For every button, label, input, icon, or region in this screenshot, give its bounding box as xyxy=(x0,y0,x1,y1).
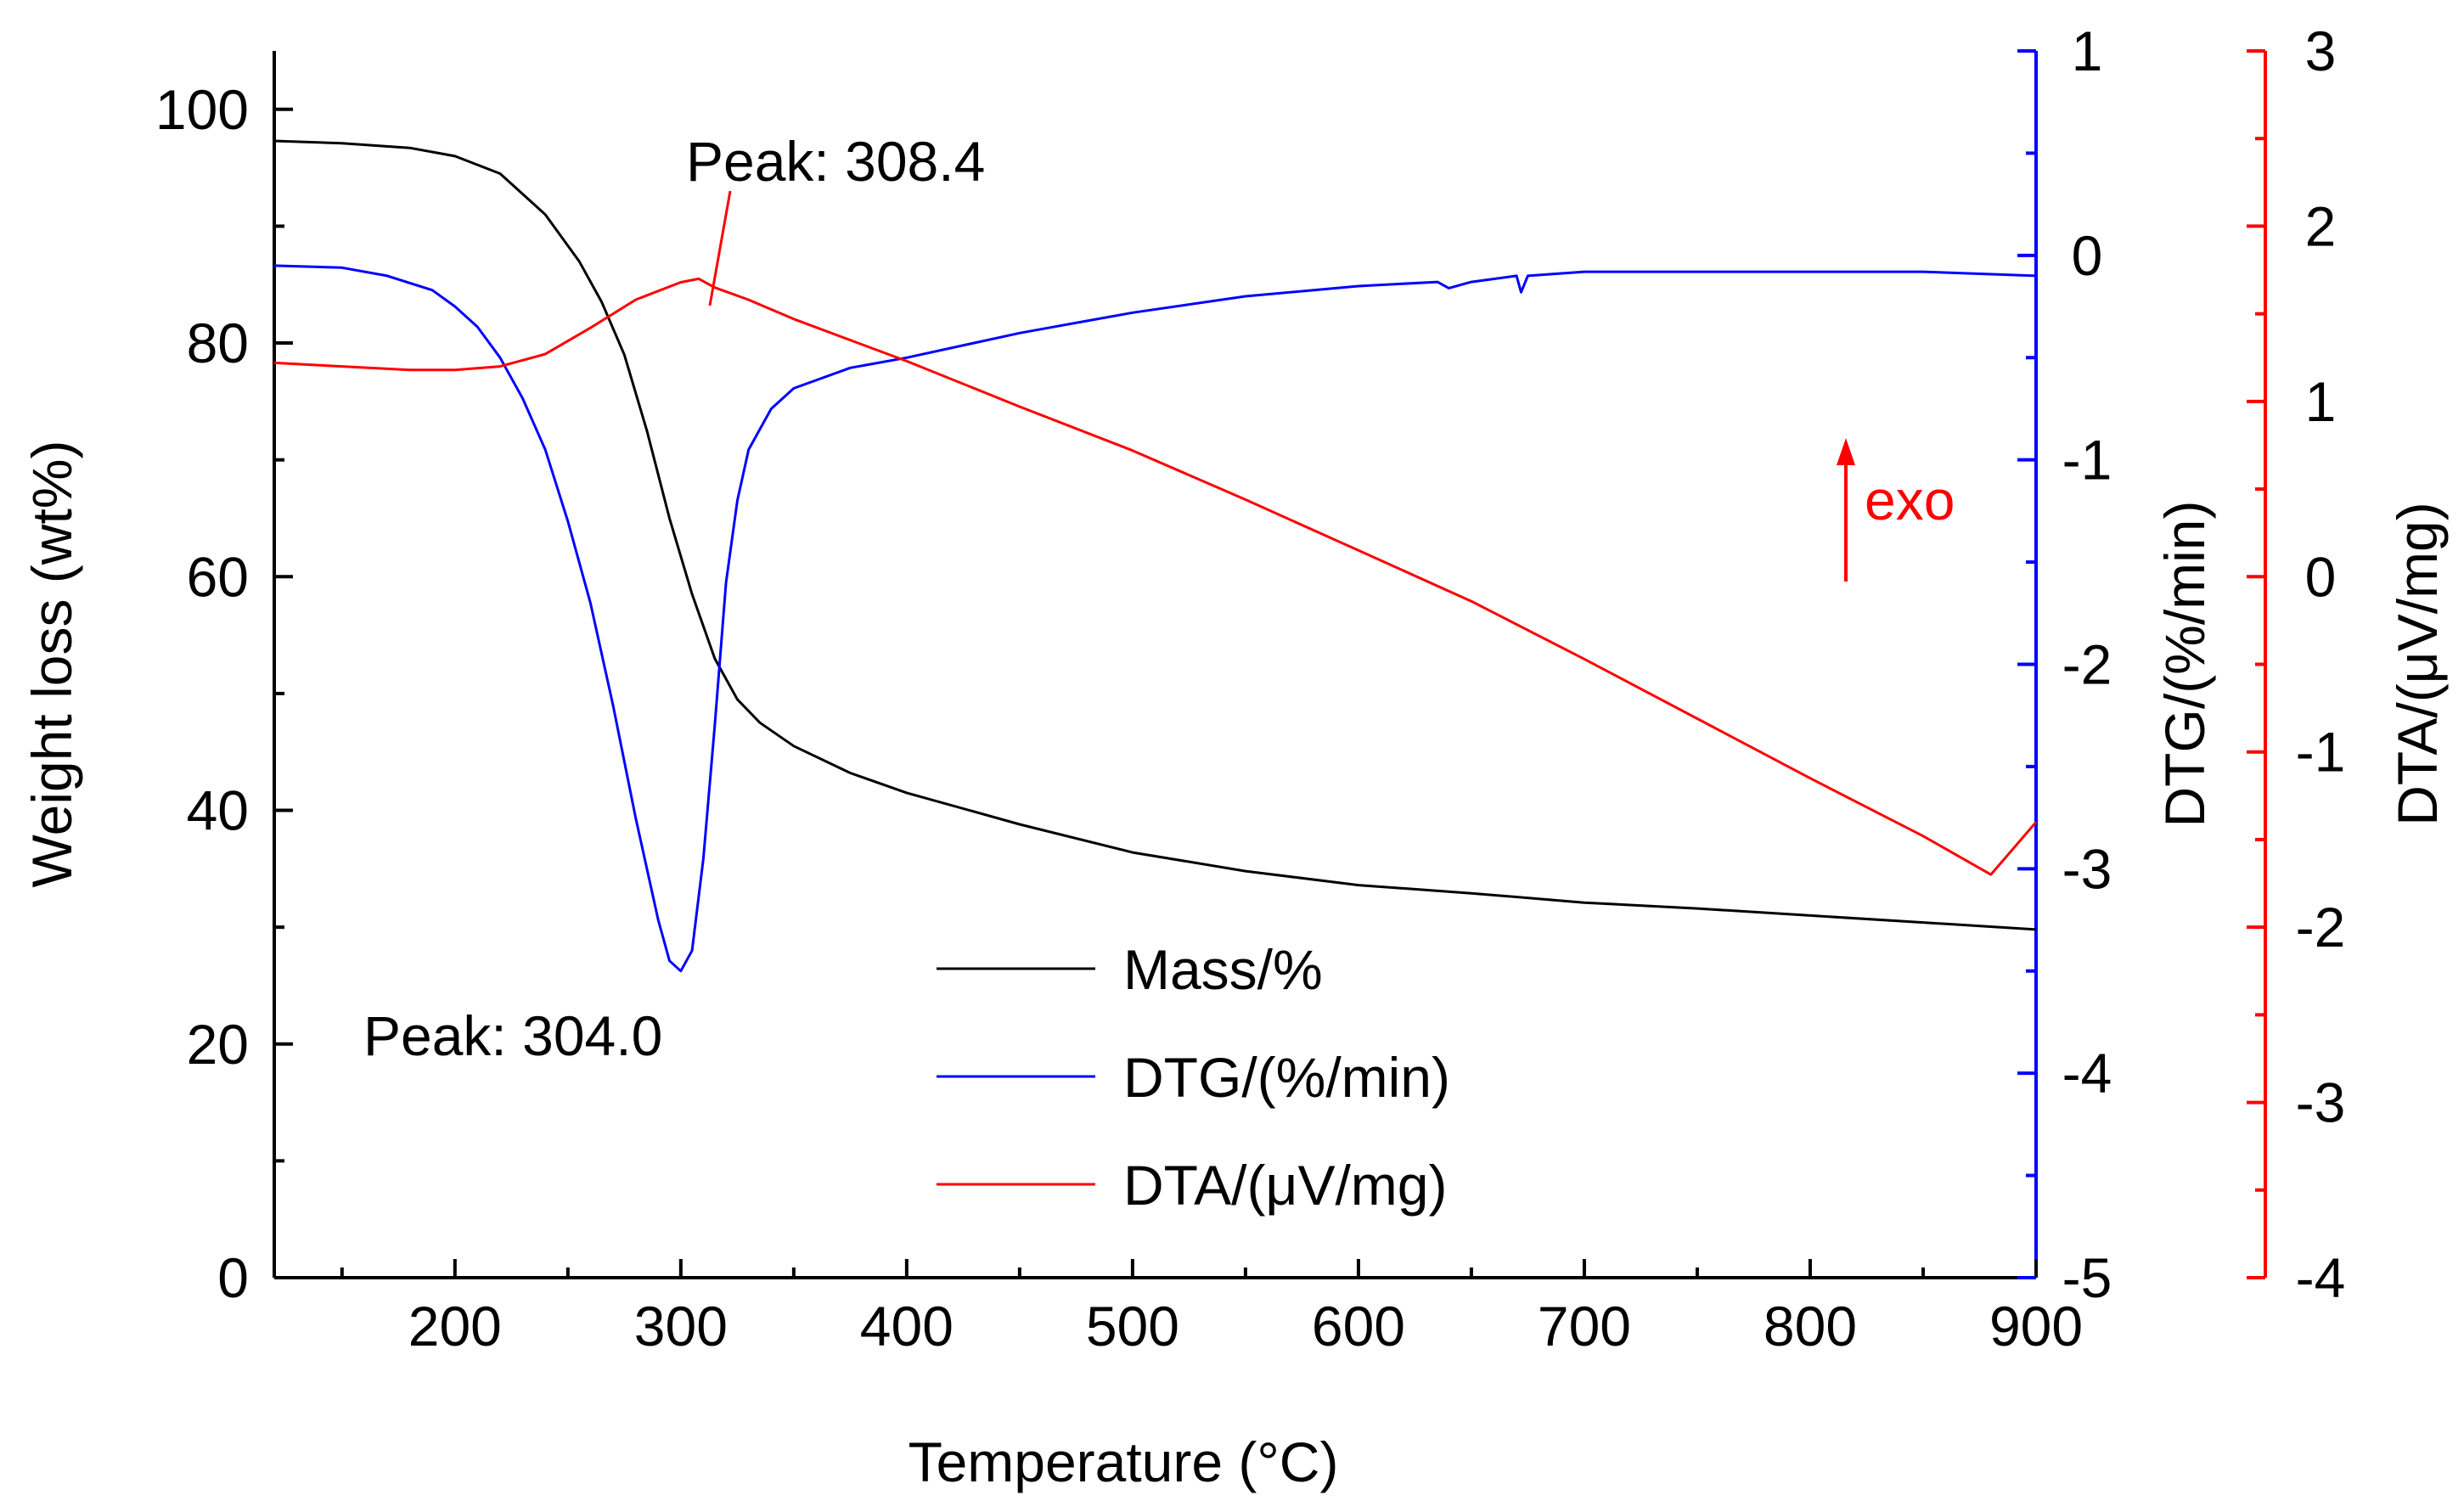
dtg-axis-title: DTG/(%/min) xyxy=(2153,501,2216,828)
exo-indicator: exo xyxy=(1837,438,1955,582)
dta-tick-label: -2 xyxy=(2296,896,2346,958)
left-axis-title: Weight loss (wt%) xyxy=(20,441,83,888)
x-tick-label: 400 xyxy=(860,1295,954,1357)
dta-series-line xyxy=(273,277,2038,876)
dtg-tick-label: 0 xyxy=(2072,224,2103,287)
exo-label: exo xyxy=(1865,469,1955,531)
dtg-series-line xyxy=(273,264,2037,973)
left-tick-label: 100 xyxy=(155,78,249,141)
x-tick-label: 700 xyxy=(1538,1295,1631,1357)
legend-label-dta: DTA/(μV/mg) xyxy=(1123,1154,1447,1217)
left-tick-label: 40 xyxy=(187,779,249,842)
dtg-tick-label: -1 xyxy=(2062,429,2112,492)
dtg-axis-ticks: 1 0 -1 -2 -3 -4 -5 xyxy=(2017,20,2112,1309)
dta-tick-label: 0 xyxy=(2305,545,2337,608)
legend-label-dtg: DTG/(%/min) xyxy=(1123,1046,1450,1109)
dta-tick-label: -1 xyxy=(2296,721,2346,784)
x-tick-label: 900 xyxy=(1989,1295,2083,1357)
series-lines xyxy=(273,139,2038,973)
exo-arrow-head-icon xyxy=(1837,438,1855,465)
left-tick-label: 60 xyxy=(187,545,249,608)
dtg-tick-label: -2 xyxy=(2062,633,2112,696)
dtg-tick-label: 1 xyxy=(2072,20,2103,82)
dta-tick-label: -4 xyxy=(2296,1246,2346,1309)
peak-308-leader-line xyxy=(708,190,732,306)
left-tick-label: 0 xyxy=(217,1246,249,1309)
dta-tick-label: 3 xyxy=(2305,20,2337,82)
dtg-tick-label: -4 xyxy=(2062,1042,2112,1104)
left-tick-label: 20 xyxy=(187,1013,249,1076)
mass-series-line xyxy=(273,139,2037,931)
dta-tick-label: 1 xyxy=(2305,370,2337,433)
x-tick-label: 800 xyxy=(1764,1295,1857,1357)
left-axis-ticks: 0 20 40 60 80 100 xyxy=(155,78,293,1309)
x-tick-label: 500 xyxy=(1086,1295,1179,1357)
x-tick-label: 200 xyxy=(408,1295,502,1357)
x-axis-ticks: 200 300 400 500 600 700 800 900 xyxy=(340,1259,2083,1357)
x-tick-label: 600 xyxy=(1312,1295,1405,1357)
dtg-tick-label: -5 xyxy=(2062,1246,2112,1309)
dtg-tick-label: -3 xyxy=(2062,837,2112,900)
dta-tick-label: -3 xyxy=(2296,1071,2346,1134)
left-tick-label: 80 xyxy=(187,312,249,374)
legend-label-mass: Mass/% xyxy=(1123,938,1323,1001)
peak-304-label: Peak: 304.0 xyxy=(363,1004,662,1067)
dta-tick-label: 2 xyxy=(2305,194,2337,257)
dta-axis-ticks: 3 2 1 0 -1 -2 -3 -4 xyxy=(2247,20,2345,1309)
dta-axis-title: DTA/(μV/mg) xyxy=(2386,502,2449,825)
x-tick-label: 300 xyxy=(634,1295,728,1357)
legend: Mass/% DTG/(%/min) DTA/(μV/mg) xyxy=(937,938,1450,1217)
peak-308-label: Peak: 308.4 xyxy=(686,130,985,193)
x-axis-title: Temperature (°C) xyxy=(909,1430,1339,1493)
